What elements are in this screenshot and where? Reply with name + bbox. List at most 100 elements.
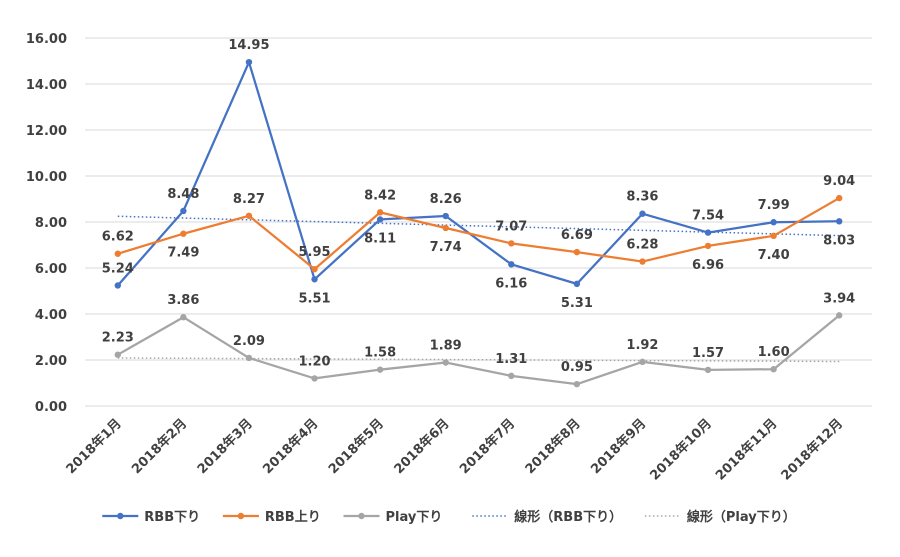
data-label: 8.11: [364, 231, 396, 246]
data-point: [180, 314, 187, 321]
data-label: 1.92: [626, 338, 658, 353]
y-tick-label: 0.00: [35, 400, 67, 415]
x-tick-label: 2018年2月: [129, 416, 191, 478]
x-tick-label: 2018年12月: [778, 416, 846, 484]
data-point: [770, 219, 777, 226]
data-label: 7.49: [167, 246, 199, 261]
x-tick-label: 2018年6月: [391, 416, 453, 478]
data-point: [508, 372, 515, 380]
data-label: 8.27: [233, 192, 265, 207]
x-tick-label: 2018年4月: [260, 416, 322, 478]
data-label: 2.09: [233, 334, 265, 349]
data-point: [245, 354, 253, 362]
data-label: 5.51: [299, 291, 331, 306]
data-labels: 5.24 8.48 14.95 5.51 8.11 8.26 6.16 5.31 8.36 7.5…: [102, 38, 855, 375]
data-point: [376, 366, 384, 373]
data-label: 6.69: [561, 228, 593, 243]
data-point: [573, 248, 581, 256]
legend-label: RBB上り: [265, 510, 321, 525]
data-label: 7.40: [758, 248, 790, 263]
data-point: [573, 380, 581, 388]
data-label: 6.28: [626, 238, 658, 253]
x-tick-label: 2018年7月: [456, 416, 518, 478]
series-line: [117, 197, 840, 271]
y-tick-label: 12.00: [26, 124, 67, 139]
series-line: [116, 61, 840, 287]
legend-marker: [358, 512, 365, 520]
data-point: [508, 240, 515, 247]
trendlines: [117, 215, 840, 363]
data-label: 1.20: [299, 354, 331, 369]
legend-marker: [117, 512, 124, 520]
y-tick-label: 2.00: [35, 354, 67, 369]
x-axis-ticks: 2018年1月 2018年2月 2018年3月 2018年4月 2018年5月 2018年…: [63, 416, 846, 484]
data-point: [245, 58, 253, 66]
data-label: 8.42: [364, 188, 396, 203]
data-label: 1.58: [364, 346, 396, 361]
legend-label: 線形（RBB下り）: [514, 509, 622, 525]
data-label: 5.95: [299, 245, 331, 260]
data-point: [770, 232, 777, 239]
series-line: [117, 314, 840, 386]
data-point: [442, 359, 449, 366]
data-label: 0.95: [561, 360, 593, 375]
data-point: [311, 265, 318, 273]
y-tick-label: 4.00: [35, 308, 67, 323]
legend: RBB下り RBB上り Play下り 線形（RBB下り） 線形（Play下り）: [102, 509, 796, 525]
y-tick-label: 8.00: [35, 216, 67, 231]
legend-label: RBB下り: [144, 510, 200, 525]
data-label: 8.26: [430, 192, 462, 207]
data-point: [836, 194, 843, 202]
data-label: 5.31: [561, 296, 593, 311]
y-axis-ticks: 0.00 2.00 4.00 6.00 8.00 10.00 12.00 14.00 16.00: [26, 32, 67, 415]
data-label: 7.07: [495, 219, 527, 234]
data-point: [770, 366, 777, 373]
data-point: [442, 212, 449, 220]
x-tick-label: 2018年5月: [325, 416, 387, 478]
data-label: 8.48: [167, 187, 199, 202]
y-tick-label: 14.00: [26, 78, 67, 93]
data-label: 8.03: [823, 233, 855, 248]
data-label: 7.99: [758, 198, 790, 213]
x-tick-label: 2018年11月: [712, 416, 780, 484]
data-label: 7.74: [430, 240, 462, 255]
data-label: 1.60: [758, 345, 790, 360]
x-tick-label: 2018年8月: [522, 416, 584, 478]
data-point: [180, 207, 187, 215]
x-tick-label: 2018年10月: [647, 416, 715, 484]
trendline: [117, 215, 840, 237]
trendline: [117, 357, 840, 363]
legend-marker: [237, 512, 245, 520]
data-label: 1.57: [692, 346, 724, 361]
data-point: [704, 229, 712, 236]
data-point: [639, 358, 646, 366]
data-point: [114, 282, 121, 289]
x-tick-label: 2018年9月: [588, 416, 650, 478]
y-tick-label: 16.00: [26, 32, 67, 47]
data-point: [114, 250, 121, 257]
legend-label: Play下り: [386, 510, 443, 525]
data-point: [442, 224, 449, 232]
data-point: [704, 366, 712, 374]
data-label: 6.96: [692, 258, 724, 273]
data-label: 6.62: [102, 230, 134, 245]
data-point: [311, 375, 318, 382]
legend-label: 線形（Play下り）: [687, 509, 796, 525]
x-tick-label: 2018年3月: [194, 416, 256, 478]
data-label: 9.04: [823, 174, 855, 189]
series-lines: [114, 58, 843, 388]
data-point: [639, 258, 646, 265]
data-label: 1.31: [495, 352, 527, 367]
y-tick-label: 10.00: [26, 170, 67, 185]
data-point: [836, 312, 843, 319]
data-point: [508, 261, 515, 268]
data-point: [245, 212, 253, 219]
data-point: [376, 209, 384, 216]
data-point: [114, 351, 121, 358]
data-point: [836, 218, 843, 225]
data-point: [639, 210, 646, 217]
data-point: [180, 230, 187, 237]
y-tick-label: 6.00: [35, 262, 67, 277]
x-tick-label: 2018年1月: [63, 416, 125, 478]
data-point: [573, 280, 581, 288]
